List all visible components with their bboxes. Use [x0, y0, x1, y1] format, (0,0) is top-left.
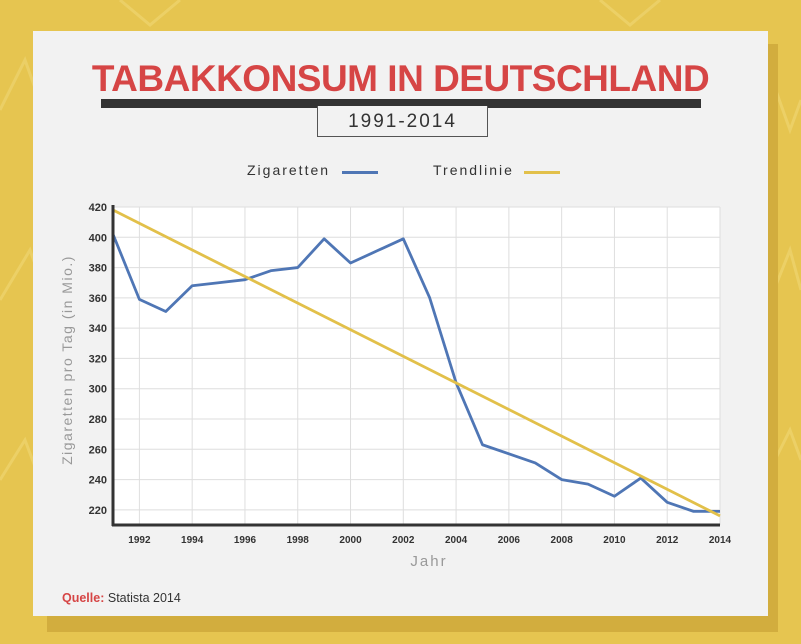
year-range-label: 1991-2014: [317, 106, 488, 137]
y-axis-label: Zigaretten pro Tag (in Mio.): [59, 255, 75, 465]
x-tick-label: 1992: [128, 535, 151, 546]
x-tick-label: 2014: [709, 535, 732, 546]
x-tick-label: 1994: [181, 535, 204, 546]
y-tick-label: 320: [89, 353, 107, 365]
y-tick-label: 240: [89, 475, 107, 487]
x-tick-label: 2012: [656, 535, 679, 546]
legend-label-zigaretten: Zigaretten: [247, 162, 331, 178]
y-tick-label: 360: [89, 293, 107, 305]
source-note: Quelle: Statista 2014: [62, 591, 181, 605]
series-line-zigaretten: [111, 233, 720, 513]
y-tick-label: 420: [89, 202, 107, 214]
y-tick-label: 260: [89, 444, 107, 456]
x-tick-label: 2010: [603, 535, 626, 546]
x-tick-label: 2002: [392, 535, 415, 546]
x-tick-label: 1996: [234, 535, 257, 546]
x-tick-label: 2000: [339, 535, 362, 546]
y-tick-label: 400: [89, 232, 107, 244]
y-tick-label: 380: [89, 263, 107, 275]
x-axis-label: Jahr: [410, 553, 447, 570]
source-text: Statista 2014: [107, 591, 181, 605]
source-label: Quelle:: [62, 591, 105, 605]
series-line-trendlinie: [112, 208, 721, 518]
y-tick-label: 300: [89, 384, 107, 396]
page-title: TABAKKONSUM IN DEUTSCHLAND: [91, 58, 710, 99]
title-underline: [101, 99, 701, 108]
x-tick-label: 2008: [551, 535, 574, 546]
y-tick-label: 280: [89, 414, 107, 426]
legend-label-trendlinie: Trendlinie: [433, 162, 514, 178]
x-tick-label: 1998: [287, 535, 310, 546]
legend-swatch-zigaretten: [342, 171, 378, 174]
y-tick-label: 220: [89, 505, 107, 517]
y-tick-label: 340: [89, 323, 107, 335]
legend-swatch-trendlinie: [524, 171, 560, 174]
x-tick-label: 2006: [498, 535, 521, 546]
x-tick-label: 2004: [445, 535, 468, 546]
